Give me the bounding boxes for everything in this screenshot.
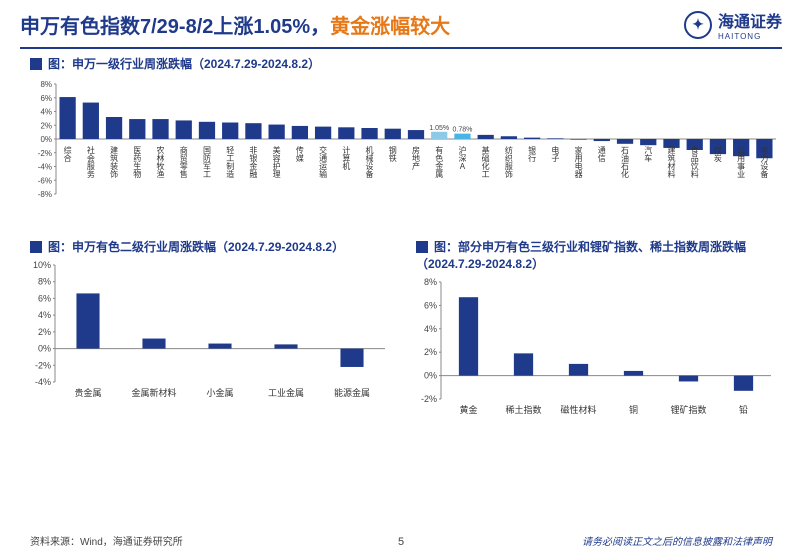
svg-text:煤炭: 煤炭 — [714, 145, 722, 163]
svg-text:-8%: -8% — [38, 190, 52, 199]
svg-text:0%: 0% — [424, 371, 437, 381]
svg-text:计算机: 计算机 — [342, 145, 350, 171]
chart2-title: 图：申万有色二级行业周涨跌幅（2024.7.29-2024.8.2） — [20, 238, 396, 255]
svg-text:有色金属: 有色金属 — [435, 145, 443, 179]
svg-text:贵金属: 贵金属 — [74, 387, 101, 398]
svg-text:综合: 综合 — [64, 145, 72, 163]
page-title: 申万有色指数7/29-8/2上涨1.05%，黄金涨幅较大 — [20, 10, 450, 39]
svg-text:电力设备: 电力设备 — [760, 145, 768, 179]
svg-text:汽车: 汽车 — [644, 145, 652, 163]
svg-text:1.05%: 1.05% — [429, 125, 449, 132]
svg-text:磁性材料: 磁性材料 — [560, 404, 596, 415]
svg-text:黄金: 黄金 — [459, 404, 477, 415]
source-text: 资料来源：Wind，海通证券研究所 — [30, 533, 183, 548]
svg-text:农林牧渔: 农林牧渔 — [157, 145, 165, 179]
svg-text:2%: 2% — [424, 347, 437, 357]
svg-text:基础化工: 基础化工 — [482, 145, 490, 179]
svg-text:社会服务: 社会服务 — [87, 145, 95, 179]
svg-text:-2%: -2% — [35, 360, 51, 370]
chart1-title: 图：申万一级行业周涨跌幅（2024.7.29-2024.8.2） — [0, 55, 802, 72]
svg-text:国防军工: 国防军工 — [203, 146, 211, 179]
svg-text:金属新材料: 金属新材料 — [131, 387, 176, 398]
svg-text:石油石化: 石油石化 — [621, 146, 629, 179]
svg-text:电子: 电子 — [551, 145, 559, 163]
svg-text:食品饮料: 食品饮料 — [691, 145, 699, 179]
svg-text:-2%: -2% — [421, 394, 437, 404]
chart1-svg: -8% -6% -4% -2% 0% 2% 4% 6% 8% 综合 社会服务 建筑装饰 医药生物 农林牧渔… — [21, 74, 781, 234]
svg-text:美容护理: 美容护理 — [273, 145, 281, 179]
svg-text:轻工制造: 轻工制造 — [226, 145, 234, 179]
svg-text:商贸零售: 商贸零售 — [180, 145, 188, 179]
svg-text:铜: 铜 — [629, 404, 638, 415]
svg-text:房地产: 房地产 — [412, 145, 420, 171]
svg-text:机械设备: 机械设备 — [366, 145, 374, 179]
svg-text:2%: 2% — [40, 121, 52, 130]
svg-text:非银金融: 非银金融 — [249, 145, 257, 179]
svg-text:6%: 6% — [40, 94, 52, 103]
svg-text:0%: 0% — [40, 135, 52, 144]
chart2-container: -4% -2% 0% 2% 4% 6% 8% 10% 贵金属 金属新材料 小金属 工业金属 能源金属 — [20, 257, 390, 412]
title-part2: 黄金涨幅较大 — [330, 16, 450, 38]
page-number: 5 — [398, 536, 404, 548]
chart2-svg: -4% -2% 0% 2% 4% 6% 8% 10% 贵金属 金属新材料 小金属 工业金属 能源金属 — [20, 257, 390, 412]
disclaimer-text: 请务必阅读正文之后的信息披露和法律声明 — [582, 533, 772, 548]
chart3-title: 图：部分申万有色三级行业和锂矿指数、稀土指数周涨跌幅（2024.7.29-202… — [406, 238, 782, 272]
svg-text:8%: 8% — [38, 277, 51, 287]
svg-text:4%: 4% — [424, 324, 437, 334]
svg-text:-4%: -4% — [38, 163, 52, 172]
svg-text:纺织服饰: 纺织服饰 — [505, 145, 513, 179]
svg-text:传媒: 传媒 — [296, 145, 304, 163]
brand-name: 海通证券 — [718, 8, 782, 32]
chart3-svg: -2% 0% 2% 4% 6% 8% 黄金 稀土指数 磁性材料 铜 锂矿指数 铅 — [406, 274, 776, 429]
chart1-container: -8% -6% -4% -2% 0% 2% 4% 6% 8% 综合 社会服务 建筑装饰 医药生物 农林牧渔… — [21, 74, 781, 234]
brand-logo: ✦ 海通证券 HAITONG — [684, 8, 782, 41]
svg-text:家用电器: 家用电器 — [575, 145, 583, 179]
svg-text:4%: 4% — [40, 108, 52, 117]
svg-text:0.78%: 0.78% — [453, 127, 473, 134]
svg-text:稀土指数: 稀土指数 — [505, 404, 541, 415]
svg-text:-2%: -2% — [38, 149, 52, 158]
svg-text:铅: 铅 — [739, 404, 748, 415]
svg-text:银行: 银行 — [528, 145, 536, 163]
title-part1: 申万有色指数7/29-8/2上涨1.05%， — [20, 16, 330, 38]
svg-text:能源金属: 能源金属 — [334, 387, 370, 398]
svg-text:2%: 2% — [38, 327, 51, 337]
svg-text:小金属: 小金属 — [206, 387, 233, 398]
svg-text:钢铁: 钢铁 — [389, 145, 397, 163]
svg-text:0%: 0% — [38, 344, 51, 354]
svg-text:10%: 10% — [33, 260, 51, 270]
svg-text:交通运输: 交通运输 — [319, 145, 327, 179]
svg-text:建筑材料: 建筑材料 — [667, 145, 675, 179]
svg-text:-4%: -4% — [35, 377, 51, 387]
svg-text:6%: 6% — [424, 300, 437, 310]
svg-text:建筑装饰: 建筑装饰 — [110, 145, 118, 179]
svg-text:-6%: -6% — [38, 176, 52, 185]
svg-text:锂矿指数: 锂矿指数 — [670, 404, 706, 415]
header: 申万有色指数7/29-8/2上涨1.05%，黄金涨幅较大 ✦ 海通证券 HAIT… — [0, 0, 802, 45]
svg-text:6%: 6% — [38, 293, 51, 303]
haitong-icon: ✦ — [684, 11, 712, 39]
svg-text:工业金属: 工业金属 — [268, 387, 304, 398]
svg-text:8%: 8% — [424, 277, 437, 287]
svg-text:通信: 通信 — [598, 145, 606, 163]
svg-text:医药生物: 医药生物 — [133, 146, 141, 179]
header-rule — [20, 47, 782, 49]
svg-text:4%: 4% — [38, 310, 51, 320]
svg-text:沪深A: 沪深A — [458, 145, 466, 171]
svg-text:公用事业: 公用事业 — [737, 146, 745, 179]
svg-text:8%: 8% — [40, 80, 52, 89]
chart3-container: -2% 0% 2% 4% 6% 8% 黄金 稀土指数 磁性材料 铜 锂矿指数 铅 — [406, 274, 776, 429]
brand-sub: HAITONG — [718, 32, 782, 41]
